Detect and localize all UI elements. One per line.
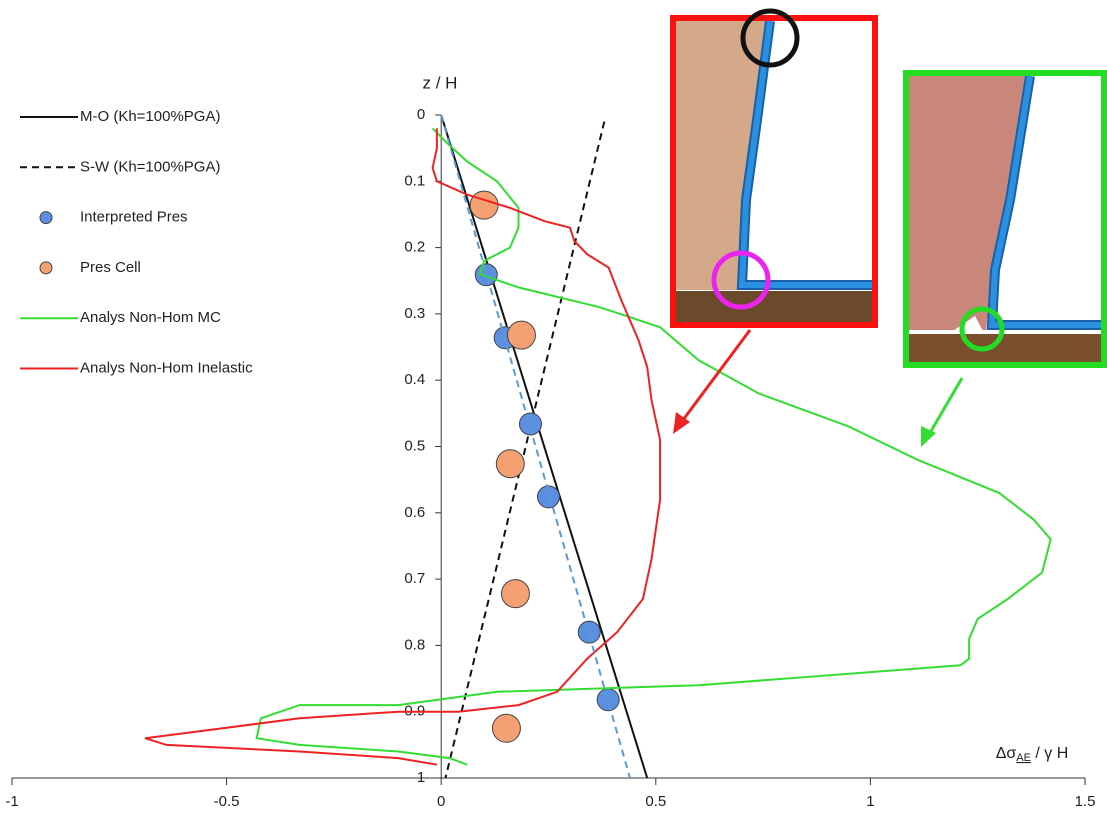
y-tick-label: 0 bbox=[417, 106, 425, 123]
y-tick-label: 0.8 bbox=[404, 636, 425, 653]
inset-base bbox=[909, 334, 1104, 362]
y-tick-label: 0.6 bbox=[404, 504, 425, 521]
y-axis-label: z / H bbox=[423, 73, 458, 92]
legend-marker bbox=[40, 212, 52, 224]
legend-label: M-O (Kh=100%PGA) bbox=[80, 108, 220, 125]
data-point bbox=[492, 714, 520, 742]
y-tick-label: 0.7 bbox=[404, 570, 425, 587]
y-tick-label: 0.2 bbox=[404, 239, 425, 256]
data-line bbox=[145, 128, 660, 764]
legend-label: Pres Cell bbox=[80, 259, 141, 276]
arrow bbox=[927, 378, 962, 438]
data-line bbox=[441, 115, 647, 778]
legend-label: S-W (Kh=100%PGA) bbox=[80, 158, 220, 175]
data-line bbox=[441, 115, 630, 778]
y-tick-label: 0.1 bbox=[404, 172, 425, 189]
arrow bbox=[680, 330, 750, 424]
x-axis-label: ΔσAE / γ H bbox=[996, 745, 1069, 764]
data-point bbox=[496, 450, 524, 478]
y-tick-label: 0.4 bbox=[404, 371, 425, 388]
x-axis-label-main: Δσ bbox=[996, 745, 1017, 762]
data-line bbox=[446, 122, 605, 778]
data-point bbox=[578, 621, 600, 643]
chart: 00.10.20.30.40.50.60.70.80.91-1-0.500.51… bbox=[0, 0, 1107, 818]
x-tick-label: 0 bbox=[437, 793, 445, 810]
x-tick-label: 0.5 bbox=[645, 793, 666, 810]
x-tick-label: -0.5 bbox=[214, 793, 240, 810]
x-tick-label: 1 bbox=[866, 793, 874, 810]
data-point bbox=[507, 321, 535, 349]
data-point bbox=[470, 191, 498, 219]
legend-marker bbox=[40, 262, 52, 274]
data-point bbox=[501, 580, 529, 608]
x-axis-label-rest: / γ H bbox=[1031, 745, 1068, 762]
x-tick-label: -1 bbox=[5, 793, 18, 810]
y-tick-label: 1 bbox=[417, 769, 425, 786]
legend-label: Analys Non-Hom Inelastic bbox=[80, 359, 253, 376]
y-tick-label: 0.5 bbox=[404, 437, 425, 454]
data-point bbox=[475, 264, 497, 286]
legend-label: Interpreted Pres bbox=[80, 209, 188, 226]
x-tick-label: 1.5 bbox=[1075, 793, 1096, 810]
data-point bbox=[597, 689, 619, 711]
legend-label: Analys Non-Hom MC bbox=[80, 309, 221, 326]
x-axis-label-sub: AE bbox=[1016, 752, 1031, 764]
inset-base bbox=[676, 291, 872, 322]
y-tick-label: 0.3 bbox=[404, 305, 425, 322]
